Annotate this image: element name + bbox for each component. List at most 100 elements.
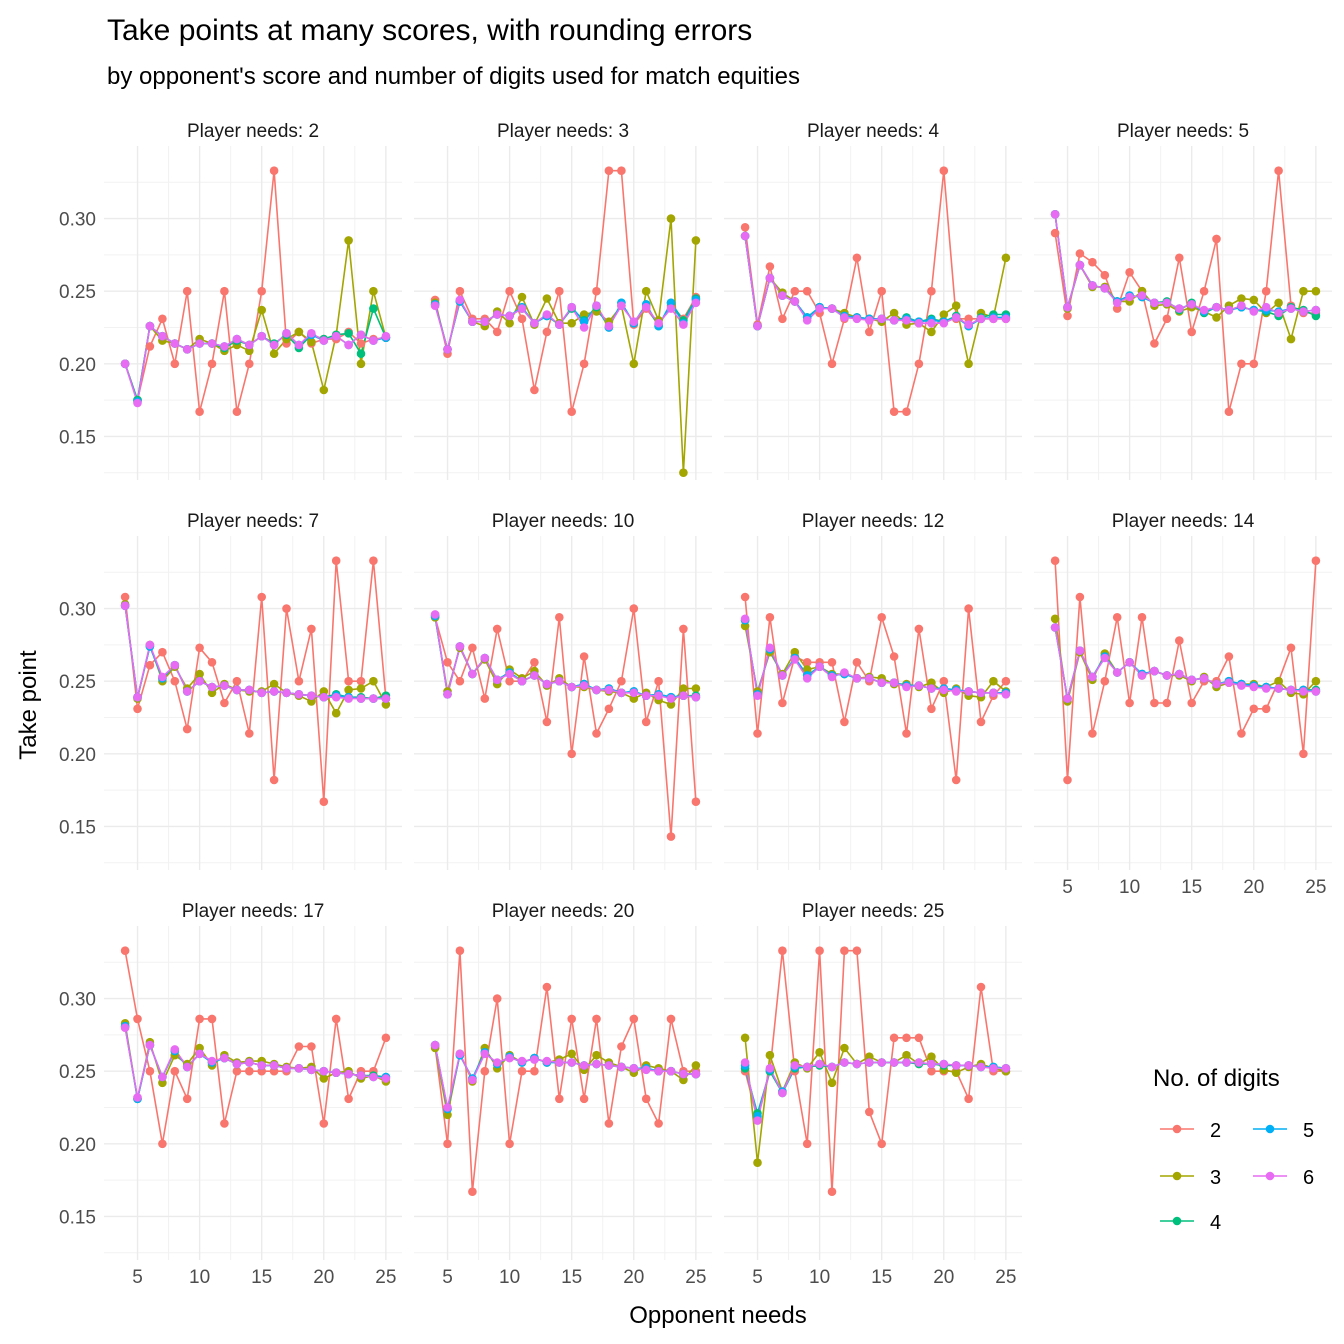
data-point-digits-2	[468, 643, 477, 653]
data-point-digits-3	[195, 669, 204, 679]
data-point-digits-6	[778, 1088, 787, 1098]
data-point-digits-2	[927, 704, 936, 714]
data-point-digits-2	[802, 658, 812, 667]
data-point-digits-2	[740, 592, 750, 602]
data-point-digits-6	[604, 685, 614, 695]
data-point-digits-6	[654, 318, 663, 328]
data-point-digits-2	[443, 658, 452, 667]
series-line-digits-3	[124, 240, 387, 401]
data-point-digits-2	[1199, 286, 1209, 296]
data-point-digits-6	[1224, 678, 1234, 687]
data-point-digits-6	[207, 339, 217, 348]
panel-player-needs-17: Player needs: 17 0.15 0.20 0.25 0.30 5 10 15 20 2…	[59, 901, 402, 1288]
data-point-digits-6	[245, 340, 254, 350]
series-line-digits-6	[1054, 627, 1316, 699]
x-axis-title: Opponent needs	[629, 1302, 806, 1329]
data-point-digits-6	[753, 1116, 762, 1125]
data-point-digits-2	[294, 1042, 304, 1051]
data-point-digits-6	[158, 1072, 167, 1082]
data-point-digits-2	[1125, 698, 1134, 708]
data-point-digits-6	[269, 687, 279, 696]
data-point-digits-2	[133, 1014, 142, 1024]
data-point-digits-6	[307, 1065, 316, 1075]
data-point-digits-6	[939, 318, 949, 328]
data-point-digits-2	[604, 166, 614, 175]
data-point-digits-6	[579, 323, 589, 332]
data-point-digits-3	[840, 1043, 849, 1053]
data-point-digits-2	[604, 1119, 614, 1128]
data-point-digits-3	[1274, 298, 1283, 308]
data-point-digits-6	[877, 1058, 886, 1067]
data-point-digits-2	[542, 717, 552, 727]
data-point-digits-2	[319, 1119, 329, 1128]
data-point-digits-6	[455, 1049, 465, 1059]
legend-key-point	[1172, 1171, 1182, 1181]
data-point-digits-2	[195, 407, 204, 417]
data-point-digits-2	[1187, 327, 1196, 337]
data-point-digits-6	[319, 692, 329, 702]
data-point-digits-6	[1199, 305, 1209, 315]
data-point-digits-6	[567, 682, 576, 692]
data-point-digits-6	[555, 1058, 564, 1067]
x-tick-label: 20	[623, 1267, 644, 1288]
data-point-digits-6	[369, 336, 378, 345]
data-point-digits-2	[480, 694, 490, 703]
data-point-digits-6	[195, 339, 204, 348]
data-point-digits-2	[617, 676, 626, 686]
data-point-digits-6	[889, 316, 899, 325]
data-point-digits-6	[307, 329, 316, 338]
data-point-digits-6	[567, 302, 576, 312]
series-line-digits-6	[124, 324, 387, 404]
data-point-digits-6	[492, 675, 502, 685]
data-point-digits-2	[617, 1042, 626, 1051]
data-point-digits-6	[1212, 302, 1221, 312]
data-point-digits-6	[1175, 304, 1184, 313]
data-point-digits-6	[629, 317, 639, 327]
y-tick-label: 0.25	[59, 1062, 96, 1083]
data-point-digits-6	[220, 681, 229, 690]
data-point-digits-3	[679, 684, 688, 693]
data-point-digits-3	[517, 292, 527, 302]
data-point-digits-6	[641, 302, 651, 312]
chart-subtitle: by opponent's score and number of digits…	[107, 63, 800, 90]
data-point-digits-6	[989, 688, 998, 698]
x-tick-label: 5	[752, 1267, 763, 1288]
data-point-digits-2	[542, 982, 552, 992]
series-line-digits-2	[434, 950, 696, 1192]
data-point-digits-3	[269, 679, 279, 689]
y-tick-label: 0.30	[59, 990, 96, 1011]
series-line-digits-6	[1054, 214, 1316, 314]
data-point-digits-6	[927, 318, 936, 328]
data-point-digits-6	[480, 653, 490, 663]
data-point-digits-3	[815, 1048, 824, 1057]
data-point-digits-6	[257, 331, 267, 341]
data-point-digits-2	[914, 1033, 924, 1043]
data-point-digits-3	[691, 684, 701, 693]
data-point-digits-6	[629, 688, 639, 698]
data-point-digits-3	[331, 708, 341, 718]
series-line-digits-2	[124, 950, 387, 1144]
data-point-digits-6	[381, 331, 391, 341]
data-point-digits-6	[740, 1058, 750, 1067]
data-point-digits-2	[1137, 613, 1147, 622]
x-tick-label: 5	[1062, 877, 1073, 898]
panel-player-needs-10: Player needs: 10	[414, 511, 712, 870]
data-point-digits-2	[592, 286, 601, 296]
data-point-digits-2	[902, 729, 911, 738]
data-point-digits-2	[1175, 636, 1184, 645]
data-point-digits-6	[282, 329, 291, 338]
data-point-digits-2	[170, 359, 180, 369]
data-point-digits-3	[307, 337, 316, 347]
data-point-digits-2	[257, 286, 267, 296]
y-tick-label: 0.15	[59, 817, 96, 838]
facet-strip-label: Player needs: 5	[1117, 121, 1249, 142]
data-point-digits-2	[740, 223, 750, 232]
data-point-digits-2	[182, 724, 192, 734]
y-tick-label: 0.30	[59, 210, 96, 231]
legend-entry-2: 2	[1160, 1120, 1221, 1142]
data-point-digits-6	[679, 1069, 688, 1079]
data-point-digits-6	[133, 692, 142, 702]
data-point-digits-6	[1063, 302, 1072, 312]
data-point-digits-2	[1050, 556, 1060, 565]
